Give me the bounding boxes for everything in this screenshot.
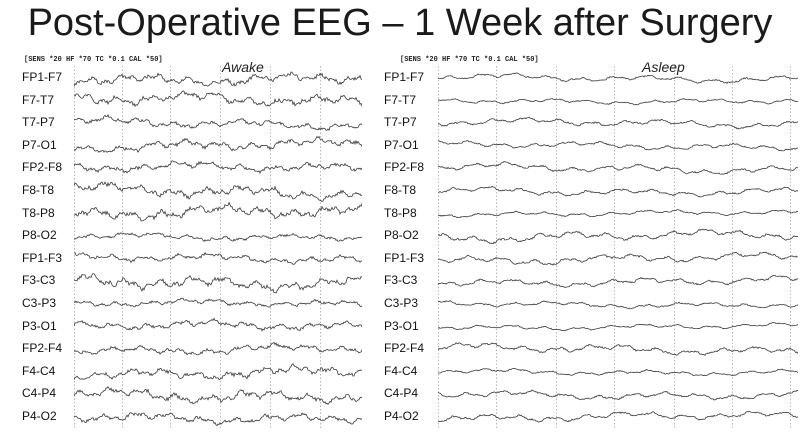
channel-label: P3-O1 <box>22 318 57 333</box>
eeg-trace-c4-p4 <box>74 386 362 405</box>
state-label-asleep: Asleep <box>642 59 685 75</box>
channel-label: F8-T8 <box>22 183 55 197</box>
eeg-waveform-canvas <box>74 66 362 428</box>
eeg-trace-p8-o2 <box>74 232 362 242</box>
eeg-trace-fp1-f3 <box>74 251 362 265</box>
page-title: Post-Operative EEG – 1 Week after Surger… <box>27 2 773 44</box>
channel-label: FP1-F3 <box>384 250 425 265</box>
channel-label: FP2-F8 <box>384 160 425 175</box>
eeg-trace-t8-p8 <box>74 201 362 222</box>
channel-label: C3-P3 <box>384 296 419 310</box>
eeg-trace-c3-p3 <box>74 297 362 308</box>
channel-label: T8-P8 <box>22 205 55 220</box>
channel-label: F4-C4 <box>22 363 56 378</box>
eeg-trace-p4-o2 <box>74 412 362 427</box>
trace-area <box>438 66 798 428</box>
eeg-trace-t7-p7 <box>74 113 362 131</box>
eeg-trace-c4-p4 <box>438 389 798 401</box>
channel-label: P4-O2 <box>384 409 419 423</box>
channel-label: T8-P8 <box>384 205 417 220</box>
channel-label: T7-P7 <box>384 115 417 130</box>
eeg-trace-f3-c3 <box>438 274 798 289</box>
eeg-panel-awake: [SENS *20 HF *70 TC *0.1 CAL *50] Awake … <box>4 56 362 428</box>
channel-label: F4-C4 <box>384 363 418 378</box>
eeg-trace-t7-p7 <box>438 116 798 130</box>
eeg-trace-f8-t8 <box>438 185 798 198</box>
eeg-trace-fp2-f4 <box>438 342 798 356</box>
channel-label: P8-O2 <box>384 228 419 243</box>
channel-label: FP1-F7 <box>384 70 425 84</box>
channel-label: T7-P7 <box>22 115 55 130</box>
channel-label: F8-T8 <box>384 183 417 197</box>
eeg-trace-p8-o2 <box>438 228 798 245</box>
channel-label: P7-O1 <box>22 137 57 152</box>
eeg-trace-fp2-f4 <box>74 341 362 356</box>
channel-label: C3-P3 <box>22 296 57 310</box>
eeg-trace-p4-o2 <box>438 411 798 423</box>
channel-label: FP2-F4 <box>384 341 425 356</box>
channel-label: P4-O2 <box>22 409 57 423</box>
eeg-trace-p3-o1 <box>438 321 798 332</box>
channel-label: F3-C3 <box>384 273 418 288</box>
eeg-trace-f3-c3 <box>74 273 362 294</box>
eeg-panel-asleep: [SENS *20 HF *70 TC *0.1 CAL *50] Asleep… <box>380 56 798 428</box>
eeg-trace-f7-t7 <box>438 98 798 106</box>
eeg-trace-fp1-f7 <box>438 72 798 84</box>
eeg-waveform-canvas <box>438 66 798 428</box>
trace-area <box>74 66 362 428</box>
channel-label: P7-O1 <box>384 137 419 152</box>
montage-settings: [SENS *20 HF *70 TC *0.1 CAL *50] <box>400 56 539 64</box>
eeg-trace-p7-o1 <box>438 140 798 152</box>
channel-label: C4-P4 <box>384 386 419 401</box>
eeg-trace-t8-p8 <box>438 209 798 218</box>
eeg-trace-f7-t7 <box>74 90 362 108</box>
eeg-trace-p3-o1 <box>74 317 362 332</box>
channel-label: P3-O1 <box>384 318 419 333</box>
state-label-awake: Awake <box>222 59 264 75</box>
eeg-trace-fp1-f7 <box>74 71 362 87</box>
montage-settings: [SENS *20 HF *70 TC *0.1 CAL *50] <box>24 56 163 64</box>
eeg-trace-fp2-f8 <box>74 160 362 175</box>
channel-label: FP2-F8 <box>22 160 63 175</box>
eeg-trace-fp2-f8 <box>438 161 798 175</box>
channel-label: F3-C3 <box>22 273 56 288</box>
channel-label: P8-O2 <box>22 228 57 243</box>
channel-label: C4-P4 <box>22 386 57 401</box>
eeg-trace-f4-c4 <box>74 363 362 381</box>
channel-label: F7-T7 <box>22 92 55 107</box>
channel-label: FP1-F3 <box>22 250 63 265</box>
channel-label: F7-T7 <box>384 92 417 107</box>
eeg-trace-p7-o1 <box>74 135 362 153</box>
eeg-trace-f4-c4 <box>438 368 798 377</box>
channel-label: FP1-F7 <box>22 70 63 84</box>
eeg-trace-f8-t8 <box>74 181 362 203</box>
eeg-trace-fp1-f3 <box>438 251 798 266</box>
channel-label: FP2-F4 <box>22 341 63 356</box>
eeg-trace-c3-p3 <box>438 300 798 310</box>
